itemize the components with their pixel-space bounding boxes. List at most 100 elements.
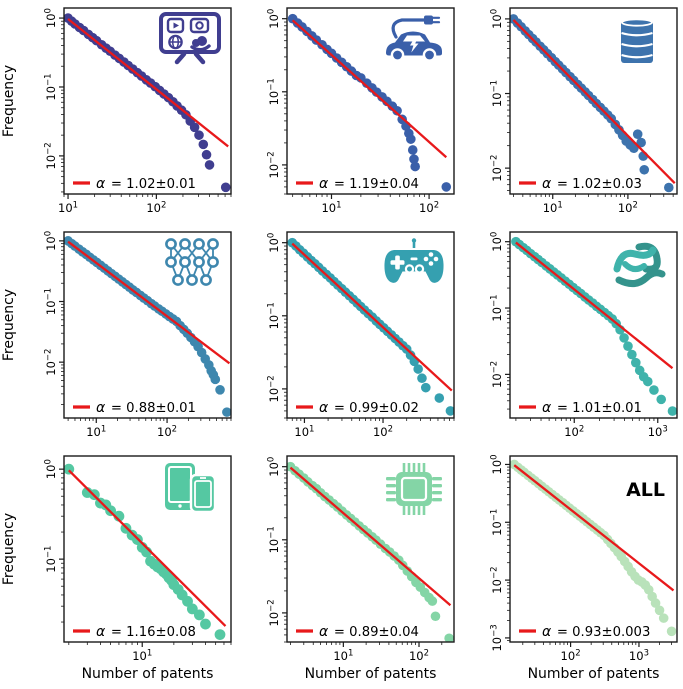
y-tick-label: 100 bbox=[44, 459, 59, 479]
ylabel-frequency: Frequency bbox=[1, 289, 17, 361]
chip-core bbox=[400, 476, 428, 502]
xlabel-number-of-patents: Number of patents bbox=[305, 666, 437, 682]
data-point bbox=[658, 613, 669, 623]
y-tick-label: 10−1 bbox=[490, 294, 505, 321]
tv-media-icon bbox=[159, 12, 221, 65]
y-tick-label: 100 bbox=[267, 233, 282, 253]
panel-microchip: 101 102 100 10−1 10−2 α = 0.89±0.04 Number of … bbox=[237, 448, 460, 685]
scatter-points bbox=[511, 236, 677, 416]
alpha-legend: α = 0.99±0.02 bbox=[296, 400, 419, 416]
y-axis-ticks bbox=[282, 242, 287, 419]
alpha-legend: α = 0.93±0.003 bbox=[519, 624, 650, 640]
data-point bbox=[663, 182, 674, 193]
data-point bbox=[220, 182, 231, 193]
data-point bbox=[654, 605, 665, 616]
network-node bbox=[186, 274, 198, 286]
microchip-icon bbox=[386, 463, 442, 515]
y-tick-label: 100 bbox=[267, 457, 282, 477]
alpha-legend: α = 1.16±0.08 bbox=[73, 624, 196, 640]
alpha-label: α = 1.01±0.01 bbox=[542, 400, 642, 416]
data-point bbox=[441, 182, 452, 192]
data-point bbox=[643, 376, 653, 387]
network-node bbox=[207, 256, 219, 268]
fit-line bbox=[67, 240, 231, 365]
action-button bbox=[428, 252, 434, 257]
alpha-label: α = 0.88±0.01 bbox=[96, 400, 196, 416]
front-wheel bbox=[390, 48, 405, 62]
y-tick-label: 10−1 bbox=[267, 302, 282, 329]
x-tick-label: 101 bbox=[543, 201, 563, 216]
charging-cable bbox=[391, 18, 426, 39]
alpha-label: α = 0.89±0.04 bbox=[319, 624, 419, 640]
data-point bbox=[204, 160, 215, 170]
y-axis-ticks bbox=[505, 463, 510, 641]
chip-body bbox=[396, 472, 432, 506]
chip-pin-right bbox=[432, 484, 442, 488]
y-tick-label: 10−1 bbox=[44, 73, 59, 100]
x-tick-label: 102 bbox=[419, 201, 439, 216]
barrel-top bbox=[621, 18, 653, 27]
tv-stand bbox=[174, 51, 206, 65]
data-point bbox=[214, 629, 226, 641]
x-tick-label: 101 bbox=[58, 201, 78, 216]
fit-line bbox=[515, 241, 674, 370]
data-point bbox=[667, 406, 677, 416]
x-tick-label: 102 bbox=[564, 425, 584, 440]
fit-line bbox=[291, 19, 448, 159]
alpha-legend: α = 1.02±0.03 bbox=[519, 176, 642, 192]
scatter-points bbox=[64, 236, 231, 417]
y-tick-label: 10−2 bbox=[490, 155, 505, 182]
action-button bbox=[423, 256, 429, 262]
x-tick-label: 101 bbox=[333, 649, 353, 664]
data-point bbox=[200, 618, 211, 630]
x-tick-label: 102 bbox=[157, 425, 177, 440]
y-tick-label: 100 bbox=[267, 9, 282, 29]
xlabel-number-of-patents: Number of patents bbox=[528, 666, 660, 682]
x-tick-label: 102 bbox=[146, 201, 166, 216]
network-node bbox=[179, 238, 191, 250]
phone-screen bbox=[194, 480, 212, 508]
fit-line bbox=[291, 242, 453, 392]
data-point bbox=[427, 596, 438, 606]
cloud-blob-2 bbox=[197, 36, 207, 46]
barrel-body bbox=[621, 21, 653, 63]
x-axis-ticks bbox=[63, 194, 232, 199]
alpha-legend: α = 1.02±0.01 bbox=[73, 176, 196, 192]
fit-line bbox=[512, 19, 676, 185]
y-axis-ticks bbox=[282, 18, 287, 195]
chip-pin-left bbox=[386, 484, 396, 488]
select-button bbox=[410, 257, 418, 261]
x-tick-label: 103 bbox=[629, 649, 649, 664]
y-tick-label: 100 bbox=[44, 231, 59, 251]
data-point bbox=[189, 122, 200, 133]
y-tick-label: 10−2 bbox=[267, 151, 282, 178]
panel-neural-network: 101 102 100 10−1 10−2 α = 0.88±0.01 Frequency bbox=[0, 224, 237, 448]
x-tick-label: 101 bbox=[321, 201, 341, 216]
data-point bbox=[392, 105, 402, 116]
data-point bbox=[636, 137, 646, 148]
data-point bbox=[444, 633, 454, 642]
ribbon-4 bbox=[622, 261, 647, 272]
antenna-tip bbox=[411, 238, 417, 243]
y-tick-label: 10−1 bbox=[490, 509, 505, 536]
y-tick-label: 10−1 bbox=[44, 288, 59, 315]
data-point bbox=[434, 393, 445, 403]
data-point bbox=[215, 385, 225, 395]
y-tick-label: 10−2 bbox=[490, 567, 505, 594]
barrel-band-1 bbox=[621, 31, 653, 37]
data-point bbox=[627, 349, 637, 360]
y-tick-label: 10−3 bbox=[490, 624, 505, 651]
panel-microchip-plot: 101 102 100 10−1 10−2 α = 0.89±0.04 Number of … bbox=[267, 455, 455, 682]
chip-pin-left bbox=[386, 498, 396, 502]
action-button bbox=[428, 261, 434, 266]
camera-app bbox=[189, 17, 210, 34]
data-point bbox=[222, 407, 231, 417]
data-point bbox=[409, 154, 419, 164]
panel-electric-car: 101 102 100 10−1 10−2 α = 1.19±0.04 bbox=[237, 0, 460, 224]
y-axis-ticks bbox=[59, 468, 64, 623]
ribbon-3 bbox=[615, 269, 666, 287]
panel-protein: 102 103 100 10−1 10−2 α = 1.01±0.01 bbox=[460, 224, 683, 448]
fit-line bbox=[289, 466, 452, 607]
controller-body bbox=[384, 250, 444, 283]
